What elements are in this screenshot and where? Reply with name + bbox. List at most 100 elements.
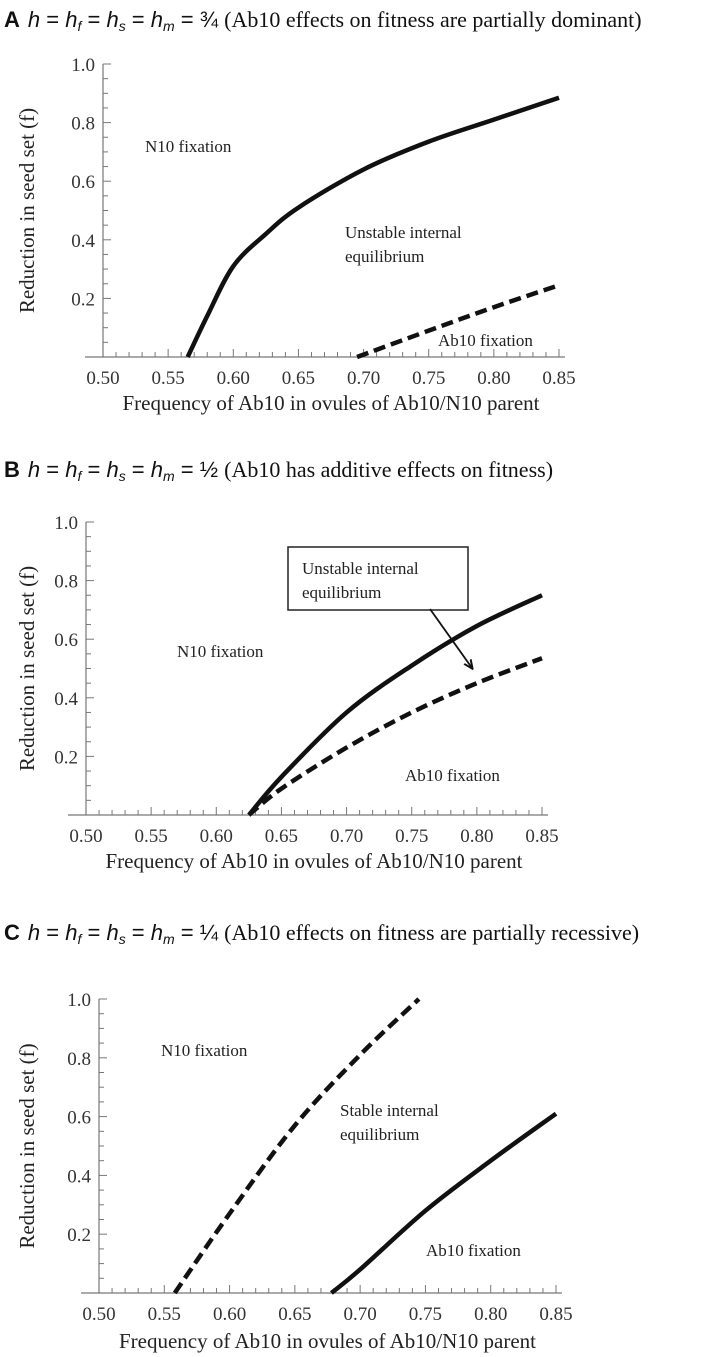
region-label: Unstable internal [302,559,419,578]
y-tick-label: 0.2 [67,1225,91,1246]
y-tick-label: 1.0 [71,55,95,76]
panel-label: A [4,7,20,32]
x-tick-label: 0.80 [474,1304,507,1325]
x-axis-label: Frequency of Ab10 in ovules of Ab10/N10 … [122,391,539,415]
x-tick-label: 0.70 [344,1304,377,1325]
region-label: Ab10 fixation [438,331,533,350]
x-tick-label: 0.50 [82,1304,115,1325]
region-label: N10 fixation [177,642,264,661]
equals-sign: = [126,457,151,482]
y-tick-label: 0.2 [54,747,78,768]
equals-sign: = [175,920,200,945]
formula-symbol: h [106,7,118,32]
formula-value: ½ [200,457,218,482]
y-tick-label: 0.8 [54,572,78,593]
x-tick-label: 0.85 [525,826,558,847]
region-label: N10 fixation [161,1041,248,1060]
y-tick-label: 0.4 [67,1166,91,1187]
x-tick-label: 0.70 [347,368,380,389]
x-tick-label: 0.75 [409,1304,442,1325]
formula-subscript: f [77,468,83,484]
region-label: equilibrium [340,1125,419,1144]
region-label: equilibrium [345,247,424,266]
x-tick-label: 0.65 [282,368,315,389]
x-tick-label: 0.75 [412,368,445,389]
annotation-box [287,546,469,611]
formula-symbol: h [65,457,77,482]
formula-subscript: s [119,18,126,34]
y-tick-label: 0.2 [71,289,95,310]
formula-subscript: f [77,18,83,34]
formula-subscript: m [163,468,175,484]
y-tick-label: 0.8 [67,1049,91,1070]
x-tick-label: 0.60 [213,1304,246,1325]
x-axis-label: Frequency of Ab10 in ovules of Ab10/N10 … [119,1329,536,1353]
region-label: Unstable internal [345,223,462,242]
y-tick-label: 0.4 [54,689,78,710]
formula-symbol: h [151,7,163,32]
solid-boundary-curve [185,95,560,358]
y-tick-label: 0.6 [67,1108,91,1129]
equals-sign: = [40,457,65,482]
y-axis-label: Reduction in seed set (f) [15,566,39,771]
x-axis-label: Frequency of Ab10 in ovules of Ab10/N10 … [105,849,522,873]
x-tick-label: 0.75 [395,826,428,847]
y-tick-label: 0.6 [71,172,95,193]
x-tick-label: 0.85 [539,1304,572,1325]
equals-sign: = [81,7,106,32]
region-label: equilibrium [302,583,381,602]
formula-value: ¼ [200,920,219,945]
formula-symbol: h [28,920,40,945]
x-tick-label: 0.80 [460,826,493,847]
y-axis-label: Reduction in seed set (f) [15,1043,39,1248]
x-tick-label: 0.50 [86,368,119,389]
y-axis-label: Reduction in seed set (f) [15,108,39,313]
formula-symbol: h [28,7,40,32]
x-tick-label: 0.60 [217,368,250,389]
equals-sign: = [81,920,106,945]
solid-boundary-curve [247,593,543,817]
annotation-arrow [429,608,472,668]
formula-symbol: h [28,457,40,482]
x-tick-label: 0.55 [135,826,168,847]
equals-sign: = [175,457,200,482]
formula-subscript: s [119,931,126,947]
region-label: Stable internal [340,1101,439,1120]
formula-subscript: m [163,931,175,947]
region-label: N10 fixation [145,137,232,156]
y-tick-label: 1.0 [54,513,78,534]
x-tick-label: 0.55 [148,1304,181,1325]
x-tick-label: 0.70 [330,826,363,847]
equals-sign: = [81,457,106,482]
y-tick-label: 0.4 [71,231,95,252]
x-tick-label: 0.65 [278,1304,311,1325]
y-tick-label: 0.6 [54,630,78,651]
equals-sign: = [175,7,200,32]
panel-label: B [4,457,20,482]
formula-symbol: h [106,920,118,945]
formula-subscript: f [77,931,83,947]
dashed-boundary-curve [247,656,543,817]
panel-description: (Ab10 has additive effects on fitness) [224,457,553,482]
y-tick-label: 1.0 [67,990,91,1011]
formula-symbol: h [65,7,77,32]
formula-subscript: m [163,18,175,34]
x-tick-label: 0.65 [265,826,298,847]
panel-description: (Ab10 effects on fitness are partially d… [224,7,641,32]
panel-label: C [4,920,20,945]
equals-sign: = [40,7,65,32]
formula-symbol: h [151,920,163,945]
y-tick-label: 0.8 [71,114,95,135]
formula-value: ¾ [200,7,219,32]
equals-sign: = [40,920,65,945]
region-label: Ab10 fixation [426,1241,521,1260]
formula-symbol: h [106,457,118,482]
dashed-boundary-curve [356,283,560,360]
region-label: Ab10 fixation [405,766,500,785]
